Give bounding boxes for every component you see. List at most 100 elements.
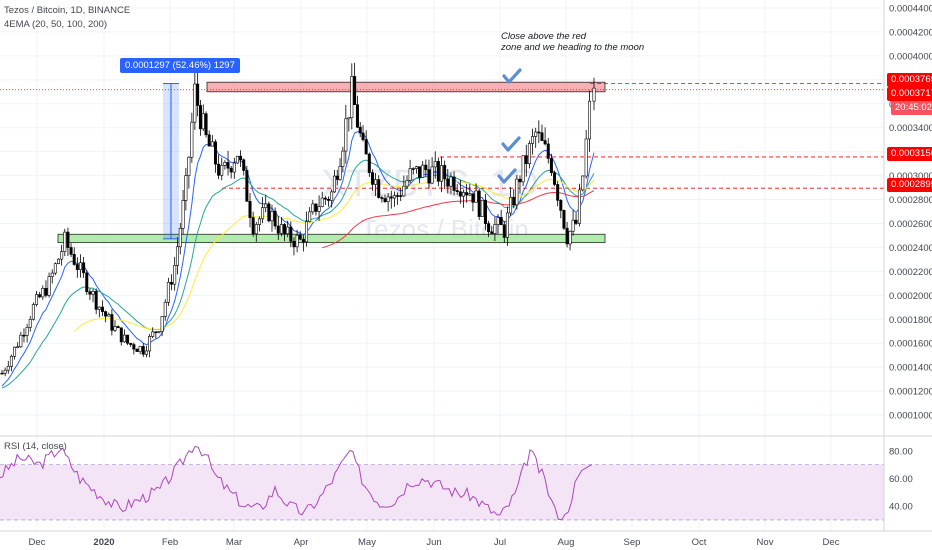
time-tick-label: Feb [162, 537, 178, 548]
candle-body [430, 166, 434, 184]
candle-body [50, 272, 54, 277]
candle-body [135, 348, 139, 352]
candle-body [490, 231, 494, 234]
candle-body [248, 201, 252, 218]
candle-body [44, 288, 48, 296]
candle-body [31, 304, 35, 320]
candle-body [173, 265, 177, 285]
candle-body [3, 369, 7, 374]
candle-body [132, 344, 136, 350]
candle-body [474, 190, 478, 203]
candle-body [273, 211, 277, 227]
candle-body [443, 165, 447, 180]
candle-body [534, 131, 538, 137]
rsi-line [0, 445, 593, 521]
candle-body [308, 211, 312, 222]
candle-body [350, 76, 354, 119]
candle-body [170, 282, 174, 285]
candle-body [323, 197, 327, 200]
time-tick-label: May [358, 537, 376, 548]
price-tick-label: 0.0004400 [889, 3, 932, 14]
time-tick-label: Dec [29, 537, 46, 548]
price-tick-label: 0.0001400 [889, 363, 932, 374]
candle-body [553, 172, 557, 185]
price-tick-label: 0.0002000 [889, 291, 932, 302]
candle-body [347, 117, 351, 120]
indicator-title[interactable]: 4EMA (20, 50, 100, 200) [4, 19, 107, 30]
checkmark-icon [502, 68, 522, 84]
candle-body [574, 219, 578, 224]
candle-body [289, 226, 293, 242]
candle-body [122, 334, 126, 343]
candle-body [251, 217, 255, 235]
candle-body [364, 139, 368, 155]
candle-body [418, 166, 422, 178]
price-tick-label: 0.0001200 [889, 387, 932, 398]
candle-body [338, 166, 342, 180]
candle-body [458, 191, 462, 197]
candle-body [201, 113, 205, 130]
candle-body [314, 203, 318, 212]
candle-body [100, 306, 104, 312]
price-tick-label: 0.0002200 [889, 267, 932, 278]
candle-body [16, 346, 20, 349]
candle-body [181, 200, 185, 229]
candle-body [317, 206, 321, 212]
candle-body [301, 238, 305, 243]
candle-body [367, 153, 371, 173]
candle-body [524, 155, 528, 165]
horizontal-levels [0, 83, 884, 189]
candle-body [220, 165, 224, 176]
candle-body [330, 191, 334, 201]
zones [57, 81, 606, 244]
candle-body [344, 118, 348, 152]
time-tick-label: Dec [823, 537, 840, 548]
candle-body [537, 131, 541, 134]
candle-body [465, 192, 469, 196]
measure-label[interactable]: 0.0001297 (52.46%) 1297 [120, 58, 240, 73]
time-tick-label: Jun [426, 537, 441, 548]
annotation-line-1: Close above the red [501, 31, 587, 42]
candle-body [389, 196, 393, 199]
candle-body [411, 168, 415, 170]
candle-body [107, 314, 111, 317]
candle-body [19, 334, 23, 348]
time-tick-label: 2020 [93, 537, 114, 548]
rsi-title[interactable]: RSI (14, close) [4, 441, 67, 452]
candle-body [66, 231, 70, 248]
candle-body [91, 291, 95, 295]
price-tick-label: 0.0003000 [889, 171, 932, 182]
candle-body [138, 346, 142, 352]
candle-body [196, 83, 200, 106]
candle-body [213, 141, 217, 165]
candle-body [245, 170, 249, 202]
checkmark-icon [501, 136, 521, 152]
candle-body [531, 136, 535, 144]
symbol-title[interactable]: Tezos / Bitcoin, 1D, BINANCE [4, 5, 131, 16]
candle-body [190, 121, 194, 158]
annotation-text[interactable]: Close above the red zone and we heading … [501, 31, 671, 53]
price-tick-label: 0.0001800 [889, 315, 932, 326]
candle-body [94, 291, 98, 310]
candle-body [556, 184, 560, 201]
candle-body [499, 217, 503, 226]
candle-body [223, 162, 227, 166]
candle-body [166, 282, 170, 303]
candle-body [588, 100, 592, 140]
checkmark-icon [497, 168, 517, 184]
support-zone [57, 233, 606, 244]
candle-body [292, 240, 296, 248]
candle-body [13, 346, 17, 357]
candle-body [311, 203, 315, 213]
measure-tool[interactable] [163, 83, 179, 240]
price-tick-label: 0.0002400 [889, 243, 932, 254]
candle-body [305, 221, 309, 243]
candle-body [509, 196, 513, 214]
candle-body [480, 199, 484, 217]
rsi-band [0, 464, 884, 520]
candle-body [427, 169, 431, 184]
candle-body [229, 167, 233, 173]
rsi-tick-label: 60.00 [889, 474, 913, 485]
candle-body [204, 113, 208, 136]
time-tick-label: Apr [294, 537, 309, 548]
